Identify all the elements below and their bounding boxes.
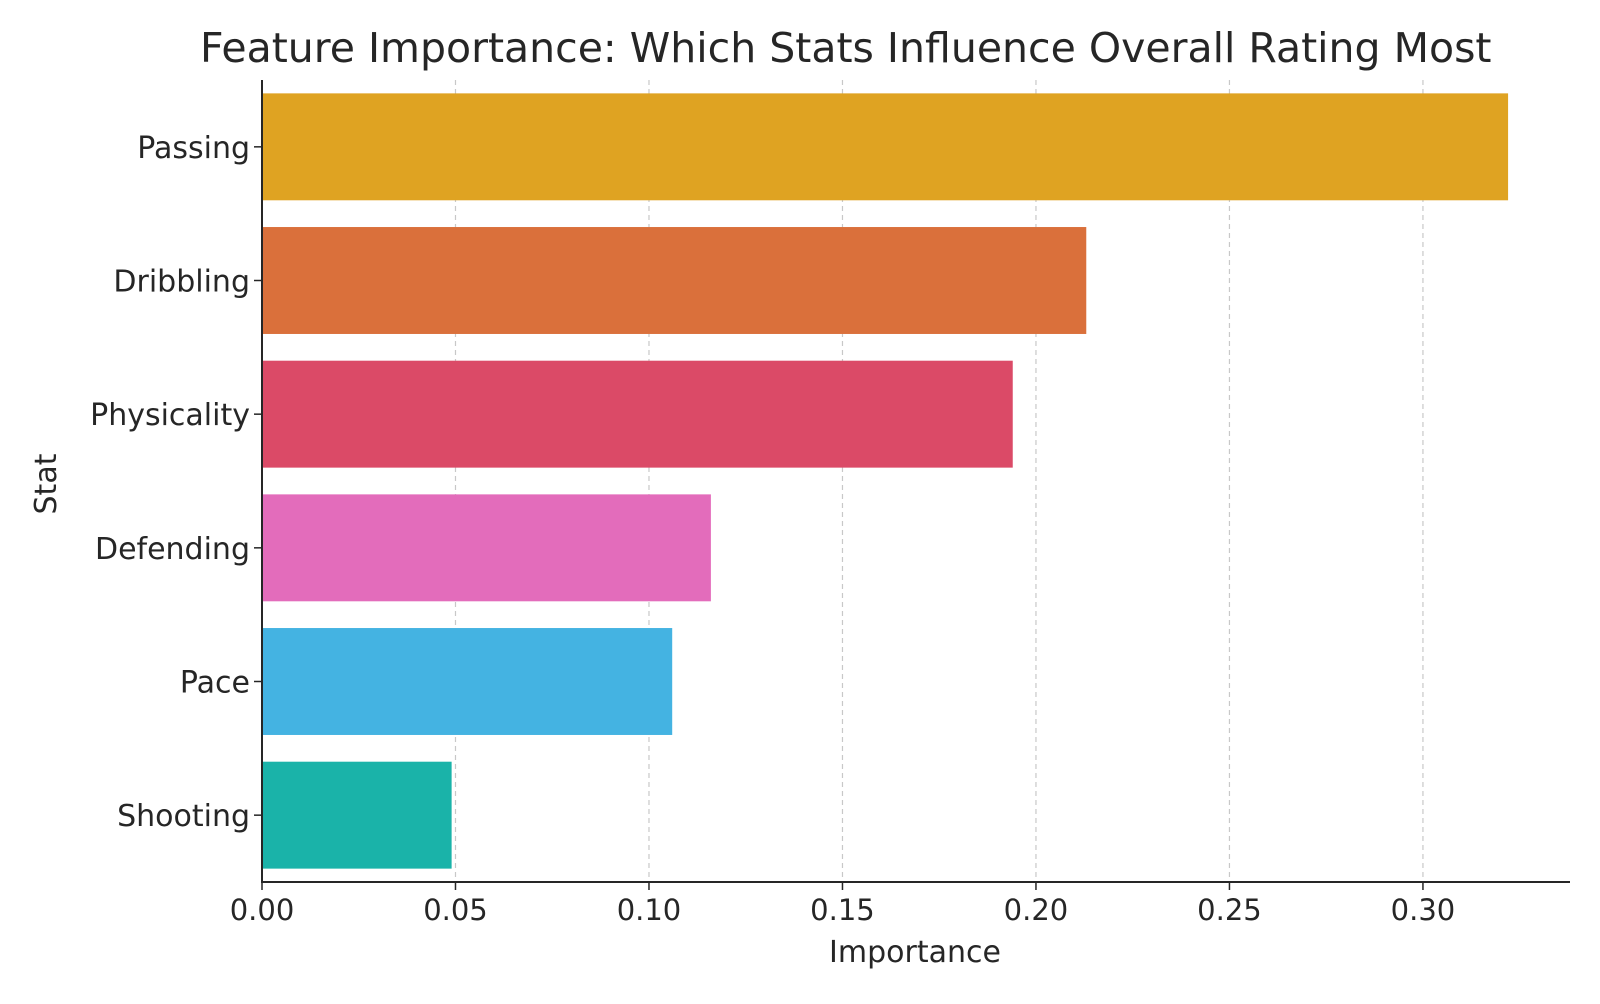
bar [262, 93, 1508, 200]
x-tick-label: 0.10 [617, 893, 682, 927]
x-tick-label: 0.00 [230, 893, 295, 927]
x-tick-label: 0.30 [1391, 893, 1456, 927]
y-tick-label: Dribbling [113, 265, 250, 300]
x-axis-label: Importance [829, 935, 1001, 970]
bar [262, 494, 711, 601]
y-tick-label: Shooting [117, 799, 250, 834]
y-tick-label: Physicality [90, 398, 250, 433]
y-ticks: Passing Dribbling Physicality Defending Pace… [90, 131, 262, 834]
x-tick-label: 0.05 [423, 893, 488, 927]
y-axis-label: Stat [29, 453, 64, 514]
y-tick-label: Passing [137, 131, 250, 166]
x-tick-label: 0.20 [1004, 893, 1069, 927]
bar [262, 762, 452, 869]
chart-title: Feature Importance: Which Stats Influenc… [200, 24, 1492, 72]
bar [262, 227, 1086, 334]
x-tick-label: 0.15 [810, 893, 875, 927]
bars [262, 93, 1508, 868]
bar [262, 361, 1013, 468]
bar [262, 628, 672, 735]
y-tick-label: Defending [95, 532, 250, 567]
x-tick-label: 0.25 [1197, 893, 1262, 927]
x-ticks: 0.00 0.05 0.10 0.15 0.20 0.25 0.30 [230, 882, 1456, 927]
y-tick-label: Pace [180, 666, 250, 701]
